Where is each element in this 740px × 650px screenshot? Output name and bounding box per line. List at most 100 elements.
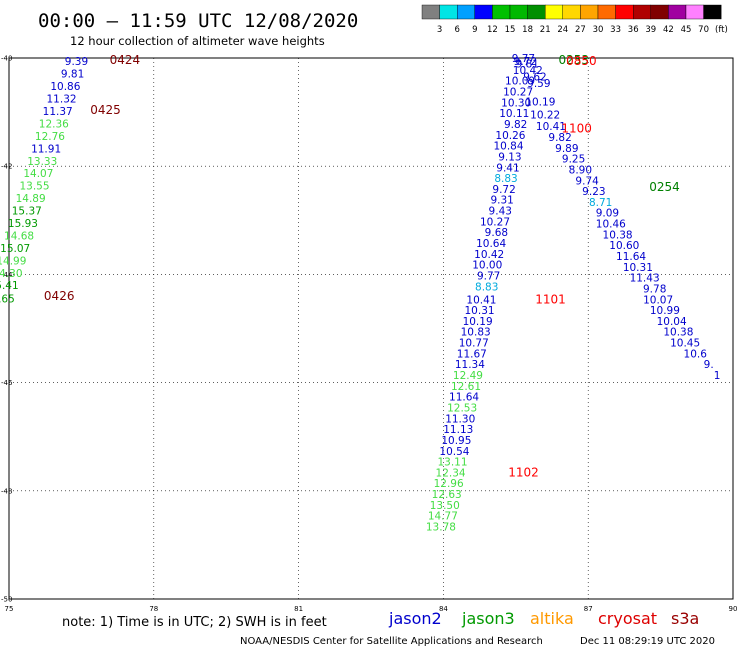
legend-entry: cryosat [598,609,657,628]
wave-height-label: 10.27 [503,87,533,99]
wave-height-label: 9.23 [582,186,605,198]
y-tick-label: -40 [1,55,12,63]
y-tick-label: -50 [1,596,12,604]
color-scale-swatch [597,4,616,20]
wave-height-label: 10.38 [663,327,693,339]
legend-entry: s3a [671,609,699,628]
wave-height-label: 9.13 [498,151,521,163]
wave-height-label: 15.41 [0,280,19,292]
wave-height-label: 13.78 [426,522,456,534]
wave-height-label: 14.77 [428,511,458,523]
x-tick-label: 90 [729,605,738,613]
color-scale-swatch [509,4,528,20]
color-scale-swatch [650,4,669,20]
wave-height-label: 9.72 [492,184,515,196]
wave-height-label: 10.38 [603,229,633,241]
wave-height-label: 10.31 [465,305,495,317]
color-scale-swatch [421,4,440,20]
color-scale-unit: (ft) [715,25,728,35]
chart-title: 00:00 – 11:59 UTC 12/08/2020 [38,10,358,32]
color-scale-bar: 3 6 9 12 15 18 21 24 27 30 33 36 39 42 45 70 [421,4,722,35]
wave-height-label: 10.64 [476,238,506,250]
wave-height-label: 1 [714,370,721,382]
wave-height-label: 10.31 [623,262,653,274]
wave-height-label: 9.59 [527,78,550,90]
color-scale-tick: 24 [557,25,568,35]
pass-time-label: 1102 [508,465,539,479]
satellite-legend: jason2 jason3 altika cryosat s3a [388,609,699,628]
wave-height-label: 14.89 [16,193,46,205]
wave-height-label: 8.83 [494,173,517,185]
wave-height-label: 10.27 [480,216,510,228]
pass-time-label: 0254 [649,180,680,194]
wave-height-label: 10.26 [495,130,525,142]
color-scale-tick: 12 [487,25,498,35]
x-axis-ticks: 75 78 81 84 87 90 [5,605,738,613]
y-tick-label: -44 [1,271,13,279]
wave-height-label: 12.53 [447,402,477,414]
wave-height-label: 13.11 [437,457,467,469]
wave-height-label: 11.43 [630,273,660,285]
wave-height-label: 15.37 [12,206,42,218]
color-scale-tick: 15 [505,25,516,35]
x-tick-label: 81 [294,605,303,613]
color-scale-tick: 9 [472,25,477,35]
wave-height-label: 9.77 [512,53,535,65]
wave-height-label: 14.07 [23,168,53,180]
color-scale-tick: 27 [575,25,586,35]
wave-height-label: 10.41 [466,294,496,306]
wave-height-label: 11.30 [445,413,475,425]
wave-height-label: 12.61 [451,381,481,393]
wave-height-label: 9.77 [477,270,500,282]
wave-height-label: 11.34 [455,359,485,371]
y-tick-label: -42 [1,163,12,171]
wave-height-label: 10.84 [493,141,523,153]
pass-time-label: 0253 [558,53,589,67]
color-scale-tick: 30 [593,25,604,35]
color-scale-swatch [474,4,493,20]
wave-height-label: 9.41 [496,162,519,174]
wave-height-label: 14.30 [0,268,23,280]
wave-height-label: 9.31 [490,195,513,207]
wave-height-label: 9.82 [504,119,527,131]
color-scale-tick: 45 [681,25,692,35]
wave-height-label: 9.81 [516,58,539,70]
color-scale-tick: 18 [522,25,533,35]
wave-height-label: 12.96 [434,478,464,490]
wave-height-label: 11.32 [47,94,77,106]
wave-height-label: 9.25 [562,154,585,166]
legend-entry: jason3 [461,609,515,628]
color-scale-tick: 33 [610,25,621,35]
wave-height-label: 13.55 [19,181,49,193]
wave-height-label: 10.00 [472,260,502,272]
pass-time-label: 1100 [561,121,592,135]
color-scale-swatch [562,4,581,20]
color-scale-tick: 6 [454,25,459,35]
wave-height-label: 11.64 [616,251,646,263]
wave-height-label: 12.49 [453,370,483,382]
color-scale-swatch [527,4,546,20]
wave-height-label: 8.90 [569,164,592,176]
wave-height-label: 13.33 [27,156,57,168]
grid-lines [9,58,733,599]
wave-height-label: 10.95 [441,435,471,447]
legend-entry: jason2 [388,609,442,628]
wave-height-label: 10.42 [513,65,543,77]
wave-height-label: 9.62 [523,71,546,83]
wave-height-label: 12.63 [432,489,462,501]
color-scale-swatch [439,4,458,20]
color-scale-swatch [685,4,704,20]
wave-height-label: 9.81 [61,69,84,81]
wave-height-label: 10.46 [596,219,626,231]
wave-height-label: 10.77 [459,338,489,350]
color-scale-swatch [492,4,511,20]
color-scale-swatch [633,4,652,20]
wave-height-label: 10.19 [525,96,555,108]
wave-height-label: 11.91 [31,143,61,155]
wave-height-label: 9.78 [643,283,666,295]
wave-height-label: 10.6 [684,348,708,360]
wave-height-label: 10.07 [643,294,673,306]
x-tick-label: 84 [439,605,448,613]
wave-height-label: 9.09 [596,208,619,220]
wave-height-label: 10.04 [657,316,687,328]
